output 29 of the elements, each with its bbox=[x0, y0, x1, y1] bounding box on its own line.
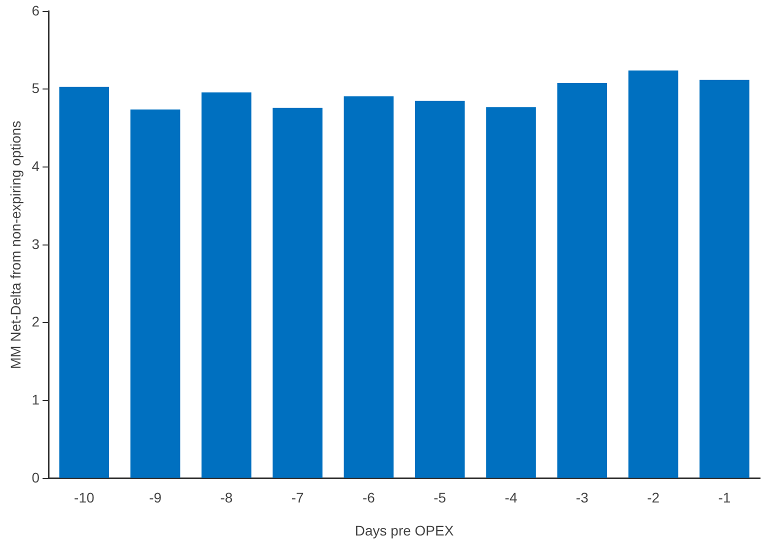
x-tick-label: -6 bbox=[362, 490, 376, 506]
y-tick-label: 2 bbox=[32, 314, 40, 330]
x-tick-label: -4 bbox=[504, 490, 518, 506]
y-tick-label: 1 bbox=[32, 391, 40, 408]
bar bbox=[414, 100, 465, 478]
bar bbox=[130, 109, 180, 478]
y-tick-label: 0 bbox=[32, 469, 40, 486]
bar bbox=[628, 70, 678, 478]
x-tick-label: -2 bbox=[647, 490, 660, 506]
y-tick-label: 6 bbox=[32, 2, 40, 18]
y-tick-label: 4 bbox=[32, 158, 40, 174]
bar bbox=[344, 96, 394, 478]
x-tick-label: -10 bbox=[74, 490, 94, 506]
bar bbox=[59, 86, 110, 478]
bar bbox=[557, 83, 608, 478]
y-axis-title: MM Net-Delta from non-expiring options bbox=[7, 120, 24, 370]
bar bbox=[700, 80, 750, 478]
y-tick-label: 3 bbox=[32, 236, 40, 252]
bar bbox=[272, 108, 322, 478]
bar bbox=[486, 107, 536, 478]
x-tick-label: -7 bbox=[291, 490, 304, 506]
bar bbox=[202, 92, 252, 478]
x-tick-label: -9 bbox=[149, 490, 162, 506]
x-tick-label: -8 bbox=[220, 490, 233, 506]
x-tick-label: -1 bbox=[718, 490, 731, 506]
y-tick-label: 5 bbox=[32, 80, 40, 96]
x-tick-label: -3 bbox=[576, 490, 589, 506]
x-axis-title: Days pre OPEX bbox=[354, 522, 454, 538]
x-tick-label: -5 bbox=[434, 490, 446, 506]
